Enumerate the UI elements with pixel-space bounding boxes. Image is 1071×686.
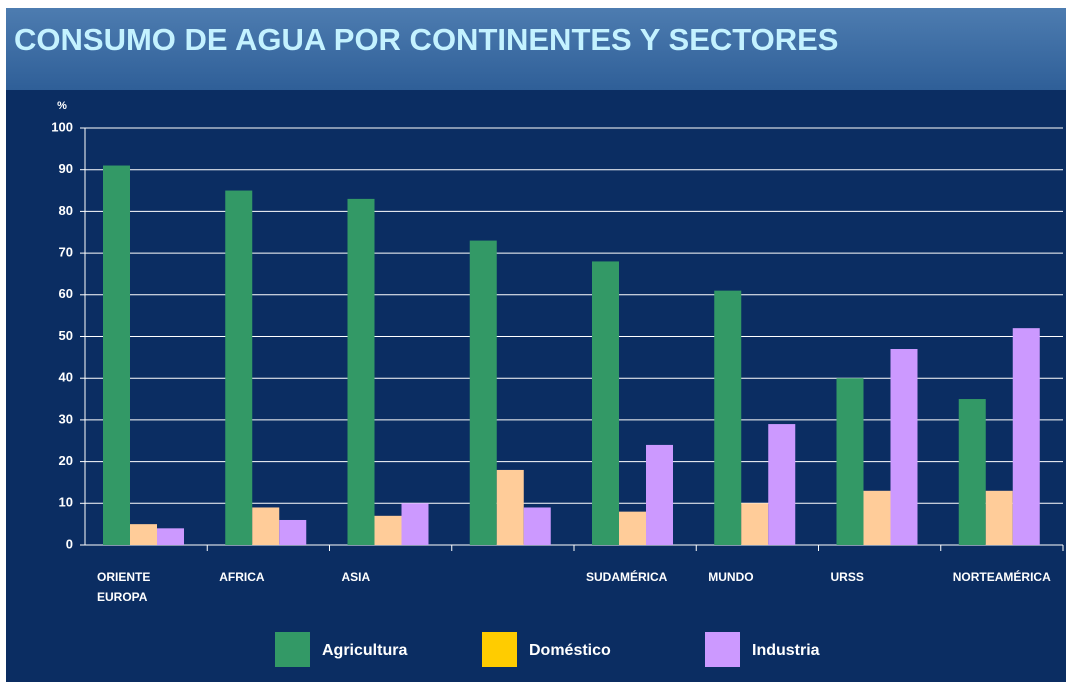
bar — [496, 469, 524, 545]
legend-label: Industria — [752, 642, 820, 659]
bar — [714, 290, 742, 545]
x-tick-label: AFRICA — [219, 570, 265, 584]
bar — [741, 503, 769, 545]
bar — [619, 511, 646, 545]
bar — [523, 507, 551, 545]
bar — [469, 240, 497, 545]
bar — [130, 524, 157, 545]
title-banner: CONSUMO DE AGUA POR CONTINENTES Y SECTOR… — [6, 8, 1066, 90]
bar — [347, 198, 375, 545]
y-tick-label: 10 — [59, 495, 73, 510]
bar — [103, 165, 130, 545]
y-tick-label: 40 — [59, 370, 73, 385]
bar — [252, 507, 280, 545]
bar — [646, 444, 673, 545]
legend-swatch — [275, 632, 310, 667]
bar — [768, 424, 796, 545]
y-tick-label: 20 — [59, 453, 73, 468]
y-tick-label: 100 — [51, 119, 73, 134]
legend-swatch — [482, 632, 517, 667]
bar — [592, 261, 619, 545]
bar — [157, 528, 184, 545]
y-tick-label: 90 — [59, 161, 73, 176]
x-tick-label: NORTEAMÉRICA — [952, 570, 1051, 584]
y-tick-label: 0 — [66, 536, 73, 551]
chart: % 0 10 20 30 40 50 60 70 80 90 100 Agricultura Domés… — [51, 100, 1064, 667]
chart-title: CONSUMO DE AGUA POR CONTINENTES Y SECTOR… — [14, 22, 839, 57]
bar — [836, 378, 864, 545]
bar — [985, 490, 1013, 545]
x-tick-label: ASIA — [341, 570, 371, 584]
legend-swatch — [705, 632, 740, 667]
x-tick-label: ORIENTE EUROPA — [97, 570, 151, 604]
y-tick-label: 30 — [59, 411, 73, 426]
bar — [890, 349, 918, 545]
bar — [958, 399, 986, 545]
bar — [1012, 328, 1040, 545]
bar — [225, 190, 253, 546]
bar — [863, 490, 891, 545]
y-tick-label: 60 — [59, 286, 73, 301]
bar — [374, 515, 402, 545]
legend-label: Agricultura — [322, 642, 407, 659]
legend-label: Doméstico — [529, 642, 611, 659]
x-tick-label: URSS — [830, 570, 864, 584]
y-tick-label: 80 — [59, 203, 73, 218]
bar — [401, 503, 429, 545]
bar — [279, 519, 307, 545]
y-axis-label: % — [57, 100, 67, 112]
y-tick-label: 50 — [59, 328, 73, 343]
x-tick-label: MUNDO — [708, 570, 754, 584]
y-tick-label: 70 — [59, 245, 73, 260]
x-tick-label: SUDAMÉRICA — [586, 570, 668, 584]
slide: CONSUMO DE AGUA POR CONTINENTES Y SECTOR… — [6, 8, 1066, 682]
